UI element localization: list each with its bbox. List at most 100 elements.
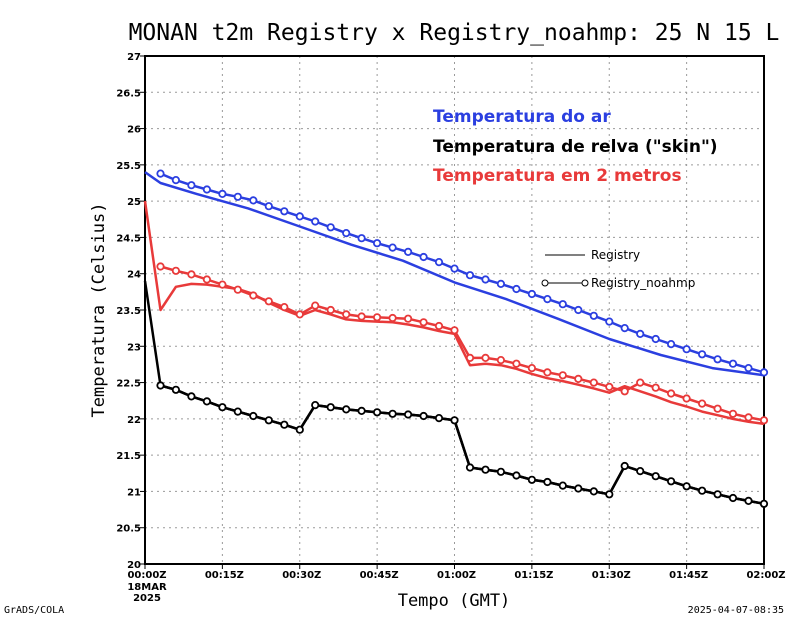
series-point <box>403 410 413 419</box>
series-point <box>636 329 645 338</box>
series-point <box>156 169 165 178</box>
x-tick-label: 01:30Z <box>592 570 631 581</box>
series-point <box>156 262 165 271</box>
series-point <box>620 323 629 333</box>
series-point <box>280 207 289 216</box>
series-point <box>527 289 537 299</box>
x-axis: 00:00Z 00:15Z 00:30Z 00:45Z 01:00Z 01:15Z 01:3… <box>127 564 786 581</box>
series-point <box>574 484 583 493</box>
series-point <box>744 363 753 373</box>
series-point <box>512 359 521 368</box>
series-point <box>388 409 397 418</box>
series-point <box>713 404 722 413</box>
series-point <box>744 413 753 422</box>
series-point <box>249 196 258 205</box>
series-point <box>481 465 490 474</box>
y-tick-label: 22.5 <box>116 379 141 390</box>
series-point <box>574 305 583 315</box>
series-point <box>574 374 583 383</box>
series-point <box>326 305 335 315</box>
series-point <box>666 339 676 349</box>
series-group <box>143 169 769 508</box>
series-point <box>620 387 629 396</box>
series-point <box>450 416 459 425</box>
series-point <box>450 326 459 335</box>
series-point <box>342 405 351 414</box>
series-point <box>759 499 769 508</box>
x-tick-label: 00:45Z <box>360 570 399 581</box>
legend-noahmp-marker-start <box>541 279 549 287</box>
series-point <box>666 477 676 486</box>
x-tick-label: 00:30Z <box>282 570 321 581</box>
y-axis: 20 20.5 21 21.5 22 22.5 23 23.5 24 24.5 25 25.5 26 26… <box>116 52 145 571</box>
series-point <box>512 471 521 480</box>
annotation-t2m: Temperatura em 2 metros <box>433 166 682 186</box>
series-point <box>218 189 227 198</box>
series-point <box>527 475 537 484</box>
series-point <box>697 350 707 359</box>
y-tick-label: 21.5 <box>116 451 141 462</box>
series-point <box>342 229 351 238</box>
series-point <box>326 223 335 232</box>
series-point <box>651 334 660 344</box>
y-tick-label: 21 <box>127 487 141 498</box>
legend: Registry Registry_noahmp <box>541 248 695 290</box>
series-line <box>160 384 765 506</box>
series-point <box>481 275 490 284</box>
x-tick-label: 01:45Z <box>669 570 708 581</box>
series-point <box>171 385 180 394</box>
series-point <box>434 413 444 423</box>
series-point <box>450 264 459 273</box>
y-tick-label: 23.5 <box>116 306 141 317</box>
series-point <box>558 371 567 380</box>
series-point <box>388 243 397 252</box>
series-point <box>481 353 490 362</box>
legend-noahmp-marker-end <box>581 279 589 287</box>
x-date-line1: 18MAR <box>127 582 167 593</box>
series-point <box>171 176 180 185</box>
series-point <box>171 266 180 275</box>
series-point <box>496 467 505 476</box>
series-point <box>388 313 397 323</box>
x-tick-label: 00:15Z <box>205 570 244 581</box>
series-point <box>605 382 614 391</box>
series-point <box>295 310 304 319</box>
series-point <box>512 284 521 294</box>
x-axis-label: Tempo (GMT) <box>398 591 511 611</box>
series-point <box>295 425 304 434</box>
series-point <box>202 275 211 284</box>
series-point <box>357 234 366 243</box>
y-tick-label: 24.5 <box>116 233 141 244</box>
series-point <box>728 359 738 368</box>
series-line <box>160 172 765 374</box>
series-point <box>372 239 382 248</box>
series-point <box>697 486 707 495</box>
series-point <box>589 487 598 496</box>
annotation-air: Temperatura do ar <box>433 107 611 127</box>
series-point <box>666 389 676 398</box>
series-point <box>187 392 196 401</box>
series-point <box>419 318 428 327</box>
y-tick-label: 25.5 <box>116 161 141 172</box>
series-point <box>357 312 366 321</box>
series-point <box>372 313 382 322</box>
series-point <box>249 411 258 421</box>
series-point <box>589 378 598 387</box>
series-point <box>543 368 552 377</box>
chart-title: MONAN t2m Registry x Registry_noahmp: 25… <box>129 20 780 46</box>
series-point <box>419 252 428 262</box>
series-point <box>682 394 691 403</box>
series-point <box>342 310 351 319</box>
series-point <box>264 202 273 211</box>
series-line <box>144 171 765 377</box>
series-point <box>280 302 289 312</box>
series-point <box>202 185 211 194</box>
series-point <box>713 355 722 364</box>
series-point <box>558 481 567 490</box>
series-point <box>264 416 273 425</box>
x-tick-label: 01:00Z <box>437 570 476 581</box>
series-point <box>759 416 769 425</box>
y-tick-label: 20.5 <box>116 524 141 535</box>
y-tick-label: 23 <box>127 342 141 353</box>
